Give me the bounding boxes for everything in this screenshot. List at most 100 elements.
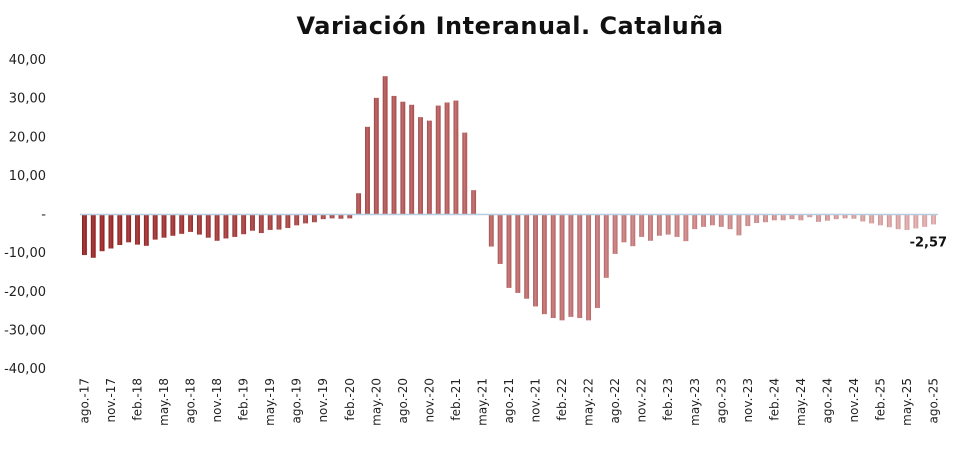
bar-shade [816, 214, 822, 222]
bar-shade [471, 190, 477, 215]
bar-shade [400, 101, 406, 215]
x-tick-label: nov.-23 [741, 378, 755, 423]
bar-shade [736, 214, 742, 236]
bar-shade [710, 214, 715, 226]
bar-shade [550, 214, 556, 319]
x-tick-label: ago.-22 [608, 378, 622, 424]
x-tick-label: feb.-19 [237, 378, 251, 421]
bar-shade [506, 214, 512, 288]
bar-shade [886, 214, 892, 228]
x-tick-label: may.-20 [369, 378, 383, 426]
bar-shade [665, 214, 671, 235]
x-tick-label: feb.-23 [661, 378, 675, 421]
bar-shade [258, 214, 264, 234]
bar-shade [603, 214, 609, 278]
x-tick-label: ago.-24 [820, 378, 834, 424]
bar-shade [373, 97, 379, 215]
x-tick-label: feb.-18 [130, 378, 144, 421]
bar-shade [117, 214, 123, 246]
x-tick-label: ago.-25 [927, 378, 941, 424]
bar-shade [108, 214, 114, 249]
bar-shade [365, 126, 370, 215]
bar-shade [320, 214, 326, 220]
bar-shade [99, 214, 105, 252]
bar-shade [771, 214, 777, 221]
bar-shade [179, 214, 185, 234]
bar-shade [276, 214, 282, 230]
bar-shade [444, 102, 450, 215]
bar-shade [453, 100, 459, 215]
y-tick-label: - [41, 208, 46, 223]
bar-shade [851, 214, 857, 219]
x-tick-label: may.-24 [794, 378, 808, 426]
x-tick-label: nov.-19 [316, 378, 330, 423]
x-tick-label: ago.-19 [290, 378, 304, 424]
bar-shade [188, 214, 193, 232]
bar-shade [656, 214, 662, 236]
x-tick-label: feb.-25 [874, 378, 888, 421]
bar-shade [577, 214, 583, 319]
bar-shade [223, 214, 229, 239]
bar-shade [294, 214, 300, 226]
bar-shade [205, 214, 211, 238]
bar-shade [586, 214, 592, 321]
bar-shade [135, 214, 140, 245]
bar-shade [285, 214, 291, 229]
x-tick-label: nov.-18 [210, 378, 224, 423]
data-label-last: -2,57 [910, 235, 947, 250]
bar-shade [303, 214, 308, 224]
x-tick-label: ago.-23 [714, 378, 728, 424]
x-tick-label: may.-23 [688, 378, 702, 426]
bar-shade [338, 214, 344, 219]
bar-shade [727, 214, 733, 230]
bar-shade [869, 214, 875, 224]
bar-shade [250, 214, 255, 231]
bar-shade [347, 214, 353, 219]
bar-shade [612, 214, 618, 254]
x-tick-label: nov.-24 [847, 378, 861, 423]
bar-shade [497, 214, 503, 264]
bar-shade [143, 214, 149, 246]
x-tick-label: feb.-21 [449, 378, 463, 421]
x-tick-label: may.-21 [475, 378, 489, 426]
x-tick-label: nov.-21 [529, 378, 543, 423]
bar-shade [630, 214, 636, 247]
x-tick-label: ago.-21 [502, 378, 516, 424]
bar-shade [763, 214, 768, 223]
bar-shade [382, 76, 388, 215]
y-tick-label: -10,00 [4, 246, 46, 261]
bar-shade [409, 104, 415, 215]
bar-shade [267, 214, 273, 230]
y-tick-label: 40,00 [9, 53, 46, 68]
x-tick-label: nov.-22 [635, 378, 649, 423]
bar-shade [789, 214, 795, 220]
bar-shade [152, 214, 158, 240]
bar-shade [196, 214, 202, 235]
bar-shade [931, 214, 937, 225]
bar-shade [683, 214, 689, 242]
bar-shade [126, 214, 132, 243]
bar-shade [533, 214, 538, 307]
bar-shade [842, 214, 848, 219]
x-axis: ago.-17 nov.-17 feb.-18 may.-18 ago.-18 nov.-… [77, 378, 940, 426]
bar-shade [621, 214, 627, 243]
bar-shade [701, 214, 707, 227]
x-tick-label: feb.-24 [767, 378, 781, 421]
bar-shade [311, 214, 317, 223]
x-tick-label: ago.-18 [184, 378, 198, 424]
bar-shade [878, 214, 883, 226]
y-axis: 40,00 30,00 20,00 10,00 - -10,00 -20,00 -30,00 -… [4, 53, 46, 377]
bar-shade [515, 214, 521, 293]
y-tick-label: 20,00 [9, 130, 46, 145]
bar-shade [780, 214, 786, 221]
bar-shade [232, 214, 238, 237]
bar-shade [418, 117, 423, 215]
bar-series [81, 76, 937, 321]
y-tick-label: -20,00 [4, 285, 46, 300]
bar-shade [90, 214, 96, 258]
bar-shade [81, 214, 87, 256]
chart-title: Variación Interanual. Cataluña [296, 12, 724, 40]
x-tick-label: feb.-22 [555, 378, 569, 421]
bar-shade [435, 105, 441, 215]
